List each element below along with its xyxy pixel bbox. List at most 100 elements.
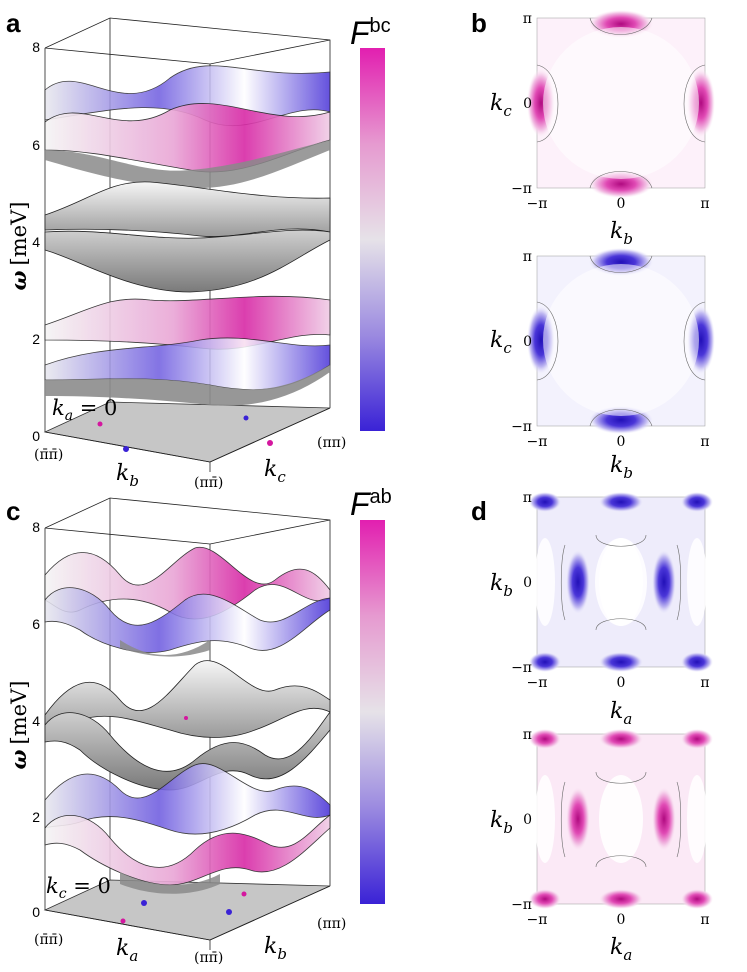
y-tick: −π	[511, 181, 532, 197]
colorbar	[360, 48, 385, 431]
omega-symbol: ω	[6, 749, 31, 769]
corner-label-right: (ππ)	[317, 916, 346, 932]
axis-label-right: kc	[264, 457, 286, 486]
weyl-point-marker	[120, 918, 126, 924]
panel-label: b	[471, 8, 487, 38]
axis-label-left: ka	[116, 936, 138, 965]
x-tick: −π	[527, 434, 548, 450]
plane-label: ka = 0	[52, 396, 117, 424]
weyl-point-marker	[243, 415, 249, 421]
y-tick: 2	[32, 809, 40, 825]
x-tick: 0	[617, 434, 626, 450]
y-tick: π	[523, 727, 532, 743]
x-axis-label: ka	[610, 699, 632, 728]
corner-label-left: (π̄π̄)	[34, 447, 63, 463]
panel-d: d −π 0 π	[471, 490, 713, 964]
berry-curvature-map: −π 0 π π 0 −π kc kb	[490, 248, 715, 482]
y-tick: 4	[32, 234, 40, 250]
axis-label-left: kb	[116, 461, 139, 490]
y-tick: 8	[32, 519, 40, 535]
x-tick: π	[700, 434, 709, 450]
y-tick: 6	[32, 137, 40, 153]
x-tick: π	[700, 912, 709, 928]
y-axis-label: ω [meV]	[6, 202, 31, 291]
surface-band	[44, 660, 331, 738]
corner-label-right: (ππ)	[317, 435, 346, 451]
y-tick: −π	[511, 419, 532, 435]
corner-label-mid: (ππ̄)	[194, 475, 223, 491]
weyl-point-marker	[184, 716, 188, 720]
y-tick: 0	[523, 575, 532, 591]
svg-text:ω[meV]: ω [meV]	[6, 681, 31, 770]
weyl-point-marker	[267, 440, 273, 446]
svg-text:ω[meV]: ω [meV]	[6, 202, 31, 291]
x-tick: 0	[617, 196, 626, 212]
corner-label-left: (π̄π̄)	[34, 932, 63, 948]
surface-band	[44, 710, 331, 791]
y-tick: 2	[32, 331, 40, 347]
y-tick: π	[523, 249, 532, 265]
y-tick: 4	[32, 713, 40, 729]
surface-band	[44, 587, 331, 653]
y-tick: −π	[511, 897, 532, 913]
berry-curvature-map: −π 0 π π 0 −π kc kb	[490, 10, 715, 248]
weyl-point-marker	[241, 891, 247, 897]
y-unit: [meV]	[7, 681, 31, 745]
surface-band	[44, 229, 331, 293]
x-tick: 0	[617, 912, 626, 928]
y-axis-label: kb	[490, 571, 513, 600]
weyl-point-marker	[123, 446, 129, 452]
surface-band	[45, 140, 330, 189]
x-tick: 0	[617, 675, 626, 691]
colorbar-label: Fab	[350, 486, 392, 522]
panel-a: a 0 2 4 6 8 ω [meV]	[6, 8, 391, 491]
x-tick: π	[700, 675, 709, 691]
y-tick: 0	[32, 428, 40, 444]
x-axis-label: kb	[610, 219, 633, 248]
y-axis-label: kc	[490, 328, 512, 357]
weyl-point-marker	[97, 421, 103, 427]
y-tick: 0	[523, 96, 532, 112]
surface-band	[44, 103, 331, 173]
y-tick: 0	[523, 334, 532, 350]
x-tick: −π	[527, 196, 548, 212]
y-axis-label: ω [meV]	[6, 681, 31, 770]
x-tick: −π	[527, 675, 548, 691]
y-axis-label: kc	[490, 91, 512, 120]
omega-symbol: ω	[6, 270, 31, 290]
y-tick: 0	[32, 904, 40, 920]
x-tick: π	[700, 196, 709, 212]
panel-label: a	[6, 8, 21, 38]
x-axis-label: kb	[610, 453, 633, 482]
surface-band	[44, 65, 331, 127]
panel-label: d	[471, 496, 487, 526]
panel-label: c	[6, 496, 20, 526]
y-unit: [meV]	[7, 202, 31, 266]
y-tick: 6	[32, 616, 40, 632]
y-axis-label: kb	[490, 808, 513, 837]
surface-band	[44, 546, 331, 620]
colorbar	[360, 520, 385, 904]
y-tick: π	[523, 11, 532, 27]
y-tick: 8	[32, 39, 40, 55]
y-tick: −π	[511, 660, 532, 676]
panel-b: b −π 0 π π 0 −π	[471, 8, 715, 482]
corner-label-mid: (ππ̄)	[194, 950, 223, 966]
y-tick: 0	[523, 812, 532, 828]
colorbar-label: Fbc	[350, 15, 391, 51]
y-tick: π	[523, 490, 532, 506]
surface-band	[44, 763, 331, 835]
plane-label: kc = 0	[46, 874, 111, 902]
berry-curvature-map: −π 0 π π 0 −π kb ka	[490, 727, 713, 964]
berry-curvature-map: −π 0 π π 0 −π kb ka	[490, 490, 713, 728]
surface-band	[45, 365, 330, 406]
surface-band	[44, 295, 331, 350]
axis-label-right: kb	[264, 934, 287, 963]
weyl-point-marker	[141, 900, 147, 906]
x-axis-label: ka	[610, 935, 632, 964]
panel-c: c 0 2 4 6 8 ω [meV]	[6, 486, 392, 966]
surface-band	[44, 181, 331, 237]
weyl-point-marker	[226, 909, 232, 915]
x-tick: −π	[527, 912, 548, 928]
surface-band	[44, 814, 331, 886]
